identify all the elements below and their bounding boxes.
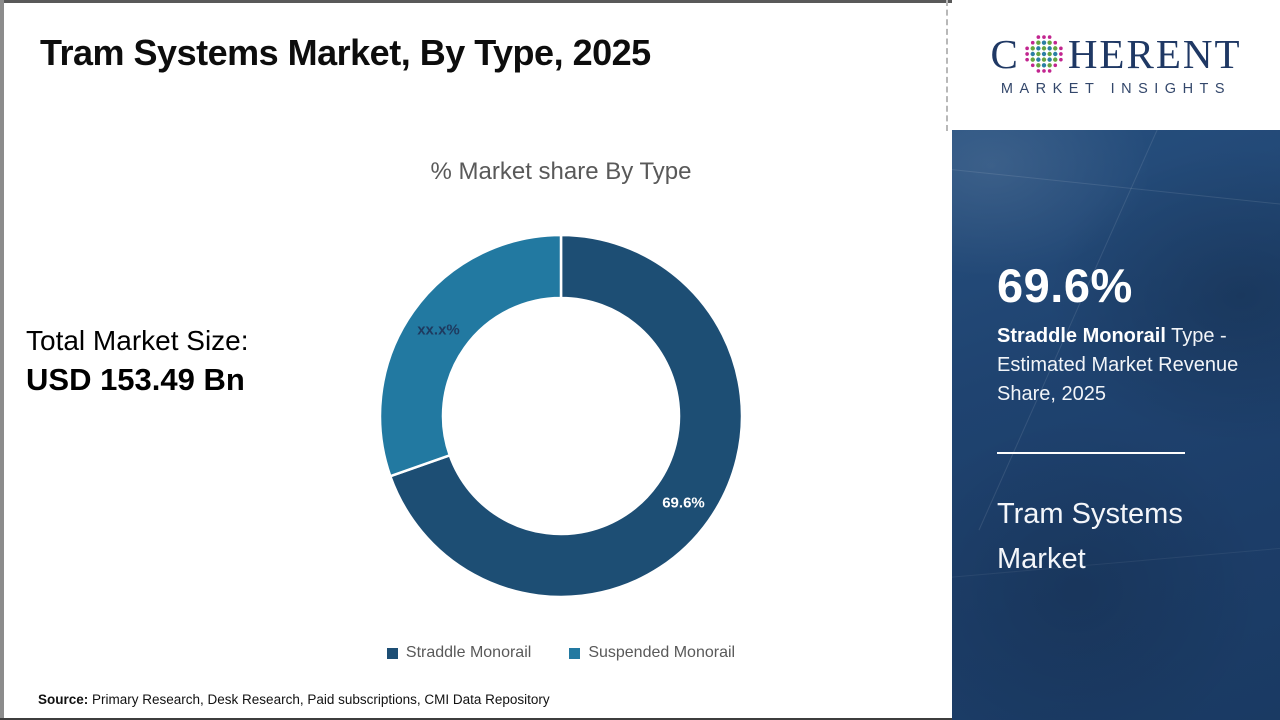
- chart-title: % Market share By Type: [430, 158, 692, 185]
- globe-dot: [1036, 46, 1041, 51]
- source-text: Primary Research, Desk Research, Paid su…: [88, 692, 550, 707]
- donut-chart: 69.6% xx.x%: [378, 233, 744, 599]
- sidebar-stat-segment-name: Straddle Monorail: [997, 325, 1166, 347]
- globe-dot: [1041, 57, 1047, 62]
- page-title: Tram Systems Market, By Type, 2025: [40, 32, 651, 73]
- globe-dot: [1036, 40, 1041, 45]
- bottom-border: [0, 718, 1280, 720]
- logo-tagline: MARKET INSIGHTS: [1000, 81, 1232, 97]
- legend-item: Suspended Monorail: [569, 644, 735, 662]
- globe-dot: [1047, 51, 1052, 57]
- legend-swatch-icon: [386, 647, 398, 659]
- sidebar: 69.6% Straddle Monorail Type - Estimated…: [952, 130, 1280, 720]
- donut-segment-1: [378, 233, 563, 478]
- globe-dot: [1042, 69, 1046, 73]
- globe-dot: [1041, 46, 1047, 51]
- globe-dot: [1025, 52, 1029, 56]
- chart-legend: Straddle Monorail Suspended Monorail: [181, 644, 941, 662]
- globe-dot: [1047, 40, 1052, 45]
- logo-globe-icon: [1025, 35, 1063, 73]
- globe-dot: [1036, 51, 1041, 57]
- globe-dot: [1025, 46, 1029, 51]
- globe-dot: [1041, 51, 1047, 57]
- globe-dot: [1025, 57, 1029, 62]
- source-note: Source: Primary Research, Desk Research,…: [38, 692, 550, 707]
- globe-dot: [1047, 35, 1052, 39]
- globe-dot: [1047, 69, 1052, 73]
- sidebar-market-name: Tram Systems Market: [997, 498, 1183, 575]
- brand-logo: C HERENT MARKET INSIGHTS: [952, 0, 1280, 130]
- globe-dot: [1041, 63, 1047, 68]
- globe-dot: [1058, 46, 1063, 51]
- globe-dot: [1036, 69, 1041, 73]
- globe-dot: [1053, 40, 1057, 45]
- source-label: Source:: [38, 692, 89, 707]
- globe-dot: [1030, 40, 1035, 45]
- globe-dot: [1036, 35, 1041, 39]
- globe-dot: [1052, 46, 1058, 51]
- donut-segment-0: [389, 233, 744, 599]
- legend-label: Straddle Monorail: [405, 644, 532, 661]
- legend-label: Suspended Monorail: [588, 644, 736, 661]
- sidebar-stat-description-rest: Type - Estimated Market Revenue Share, 2…: [997, 325, 1239, 405]
- globe-dot: [1052, 57, 1058, 62]
- globe-dot: [1041, 40, 1047, 45]
- globe-dot: [1047, 46, 1052, 51]
- globe-dot: [1053, 63, 1057, 68]
- donut-segment-label: 69.6%: [662, 495, 705, 512]
- legend-item: Straddle Monorail: [386, 644, 532, 662]
- globe-dot: [1047, 57, 1052, 62]
- right-panel: C HERENT MARKET INSIGHTS 69.6% Straddle …: [952, 0, 1280, 720]
- sidebar-stat-value: 69.6%: [997, 259, 1133, 312]
- globe-dot: [1047, 63, 1052, 68]
- globe-dot: [1036, 57, 1041, 62]
- top-border: [0, 0, 1280, 3]
- sidebar-stat-description: Straddle Monorail Type - Estimated Marke…: [997, 322, 1239, 409]
- logo-letters-rest: HERENT: [1067, 30, 1242, 77]
- logo-wordmark: C HERENT: [990, 33, 1241, 75]
- globe-dot: [1030, 63, 1035, 68]
- map-texture-line: [952, 166, 1280, 211]
- logo-letter-c: C: [990, 30, 1020, 77]
- globe-dot: [1036, 63, 1041, 68]
- total-market-size-value: USD 153.49 Bn: [26, 362, 245, 397]
- donut-segment-label: xx.x%: [417, 321, 460, 338]
- globe-dot: [1030, 51, 1035, 57]
- globe-dot: [1052, 51, 1058, 57]
- sidebar-divider: [997, 452, 1185, 454]
- globe-dot: [1058, 52, 1063, 56]
- globe-dot: [1030, 46, 1035, 51]
- dashed-separator: [946, 0, 948, 131]
- total-market-size-label: Total Market Size:: [26, 325, 249, 356]
- globe-dot: [1058, 57, 1063, 62]
- legend-swatch-icon: [569, 647, 581, 659]
- left-border: [0, 0, 4, 720]
- globe-dot: [1042, 35, 1046, 39]
- total-market-size-block: Total Market Size: USD 153.49 Bn: [26, 322, 249, 400]
- globe-dot: [1030, 57, 1035, 62]
